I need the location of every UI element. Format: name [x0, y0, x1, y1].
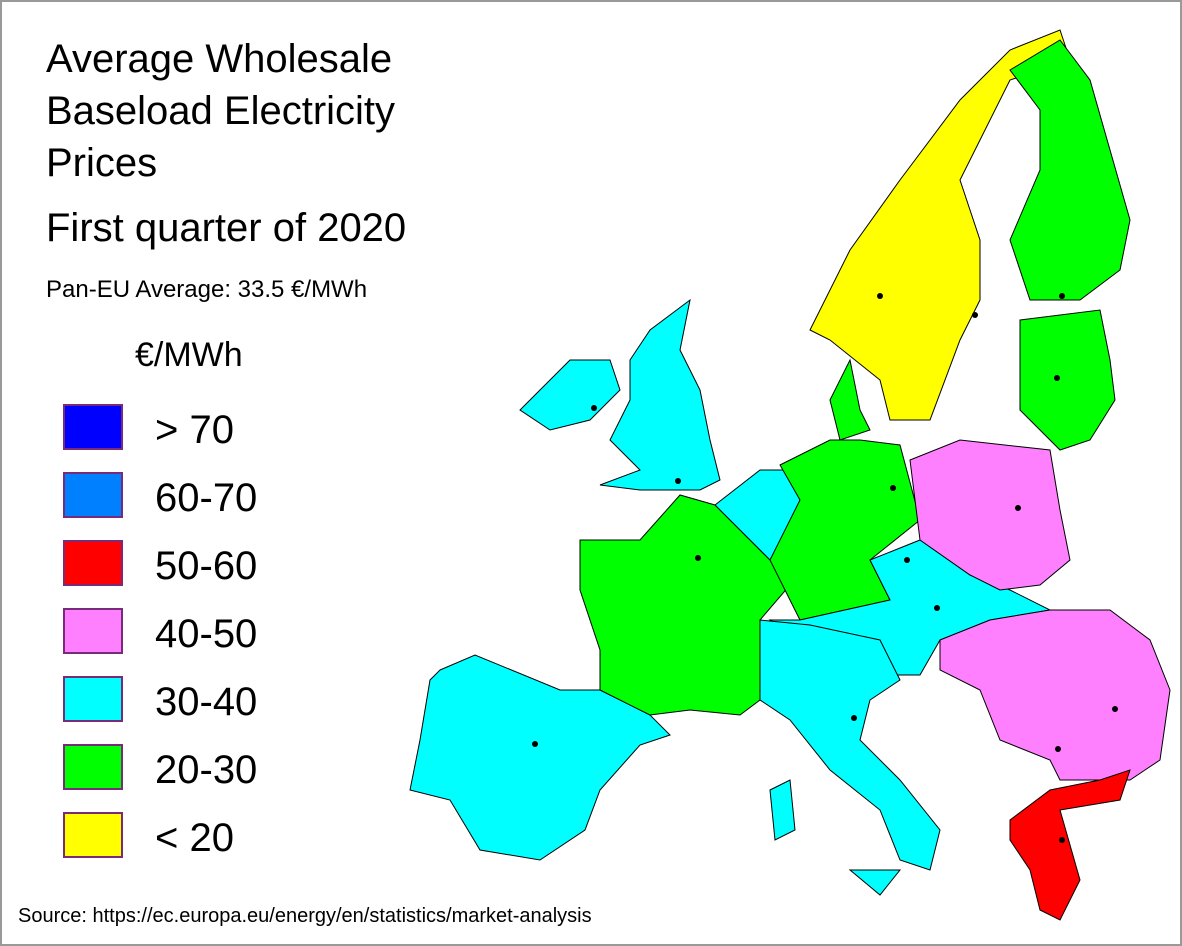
source: Source: https://ec.europa.eu/energy/en/s…	[18, 905, 592, 927]
poland	[909, 439, 1071, 591]
legend-swatch	[63, 404, 123, 450]
greece	[1009, 769, 1131, 921]
legend-unit: €/MWh	[135, 336, 243, 374]
sicily	[848, 869, 902, 896]
legend-swatch	[63, 812, 123, 858]
legend-label: 40-50	[155, 612, 257, 656]
legend-label: 50-60	[155, 544, 257, 588]
legend-swatch	[63, 608, 123, 654]
capitals	[532, 293, 1118, 843]
subtitle: First quarter of 2020	[46, 206, 406, 250]
legend-swatch	[63, 676, 123, 722]
legend-label: 20-30	[155, 748, 257, 792]
legend-swatch	[63, 472, 123, 518]
legend-label: > 70	[155, 408, 234, 452]
ireland	[519, 359, 621, 431]
title-line: Baseload Electricity	[46, 89, 395, 133]
legend: > 70 60-70 50-60 40-50 30-40 20-30 < 20	[63, 404, 257, 860]
legend-label: < 20	[155, 816, 234, 860]
average: Pan-EU Average: 33.5 €/MWh	[46, 276, 367, 303]
uk	[599, 298, 721, 491]
header: Average Wholesale Baseload Electricity P…	[46, 37, 406, 303]
iberia	[409, 654, 671, 861]
map	[409, 29, 1171, 921]
legend-swatch	[63, 540, 123, 586]
baltics	[1019, 309, 1116, 451]
legend-swatch	[63, 744, 123, 790]
title-line: Prices	[46, 141, 157, 185]
title-line: Average Wholesale	[46, 37, 392, 81]
legend-label: 30-40	[155, 680, 257, 724]
italy	[759, 619, 941, 871]
southeast-europe	[939, 609, 1171, 781]
sardinia	[769, 779, 796, 841]
denmark	[829, 358, 871, 441]
legend-label: 60-70	[155, 476, 257, 520]
finland	[1009, 39, 1131, 301]
scandinavia	[809, 29, 1071, 421]
